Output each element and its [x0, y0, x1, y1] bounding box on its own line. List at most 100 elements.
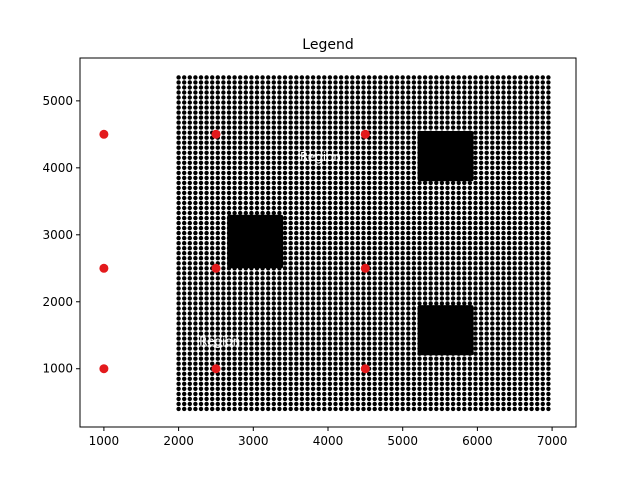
background-point [540, 115, 545, 120]
background-point [450, 401, 456, 407]
background-point [411, 246, 417, 251]
background-point [445, 185, 450, 191]
background-point [254, 336, 260, 341]
background-point [490, 155, 495, 160]
background-point [305, 205, 310, 211]
background-point [518, 165, 523, 170]
background-point [422, 215, 428, 221]
background-point [187, 371, 192, 376]
background-point [204, 150, 209, 155]
background-point [282, 140, 288, 145]
background-point [506, 286, 512, 291]
background-point [383, 276, 389, 281]
background-point [299, 155, 305, 160]
background-point [193, 361, 198, 366]
background-point [271, 145, 276, 150]
background-point [350, 376, 355, 381]
background-point [406, 266, 411, 271]
background-point [372, 115, 377, 120]
background-point [546, 90, 551, 95]
background-point [400, 225, 405, 231]
background-point [523, 371, 529, 376]
background-point [456, 391, 461, 397]
background-point [501, 155, 506, 160]
background-point [238, 321, 243, 326]
background-point [411, 271, 417, 276]
background-point [243, 175, 248, 181]
background-point [260, 296, 265, 301]
background-point [518, 256, 523, 261]
background-point [249, 371, 254, 376]
background-point [535, 281, 540, 286]
background-point [327, 80, 333, 85]
background-point [389, 281, 394, 286]
background-point [193, 261, 198, 266]
background-point [305, 180, 310, 186]
background-point [282, 331, 288, 336]
background-point [439, 371, 445, 376]
background-point [512, 225, 517, 231]
background-point [204, 366, 209, 371]
background-point [411, 346, 417, 351]
background-point [254, 326, 260, 331]
background-point [288, 271, 293, 276]
background-point [305, 266, 310, 271]
background-point [484, 110, 489, 115]
background-point [501, 386, 506, 391]
background-point [422, 286, 428, 291]
background-point [210, 125, 215, 130]
background-point [271, 401, 276, 407]
background-point [394, 85, 400, 90]
background-point [187, 160, 192, 165]
background-point [277, 371, 282, 376]
background-point [366, 276, 372, 281]
background-point [288, 75, 293, 80]
background-point [529, 386, 534, 391]
background-point [467, 246, 473, 251]
background-point [215, 331, 220, 336]
background-point [176, 205, 181, 211]
background-point [484, 346, 489, 351]
background-point [400, 100, 405, 105]
background-point [389, 180, 394, 186]
background-point [316, 386, 321, 391]
background-point [277, 130, 282, 135]
background-point [198, 401, 204, 407]
background-point [506, 326, 512, 331]
background-point [316, 316, 321, 321]
background-point [411, 125, 417, 130]
background-point [204, 125, 209, 130]
background-point [355, 341, 361, 346]
background-point [277, 120, 282, 125]
background-point [210, 145, 215, 150]
background-point [389, 336, 394, 341]
background-point [361, 105, 366, 110]
background-point [249, 356, 254, 361]
background-point [389, 85, 394, 90]
background-point [277, 150, 282, 155]
background-point [523, 331, 529, 336]
background-point [394, 125, 400, 130]
background-point [428, 356, 433, 361]
background-point [176, 251, 181, 256]
background-point [406, 276, 411, 281]
background-point [389, 401, 394, 407]
background-point [193, 316, 198, 321]
background-point [344, 155, 349, 160]
background-point [495, 381, 501, 386]
background-point [322, 371, 327, 376]
background-point [260, 351, 265, 356]
background-point [243, 371, 248, 376]
background-point [198, 75, 204, 80]
background-point [299, 220, 305, 226]
background-point [288, 371, 293, 376]
background-point [540, 120, 545, 125]
background-point [350, 321, 355, 326]
background-point [322, 90, 327, 95]
background-point [294, 135, 299, 140]
background-point [282, 225, 288, 231]
background-point [310, 316, 316, 321]
background-point [512, 281, 517, 286]
background-point [546, 135, 551, 140]
background-point [288, 135, 293, 140]
